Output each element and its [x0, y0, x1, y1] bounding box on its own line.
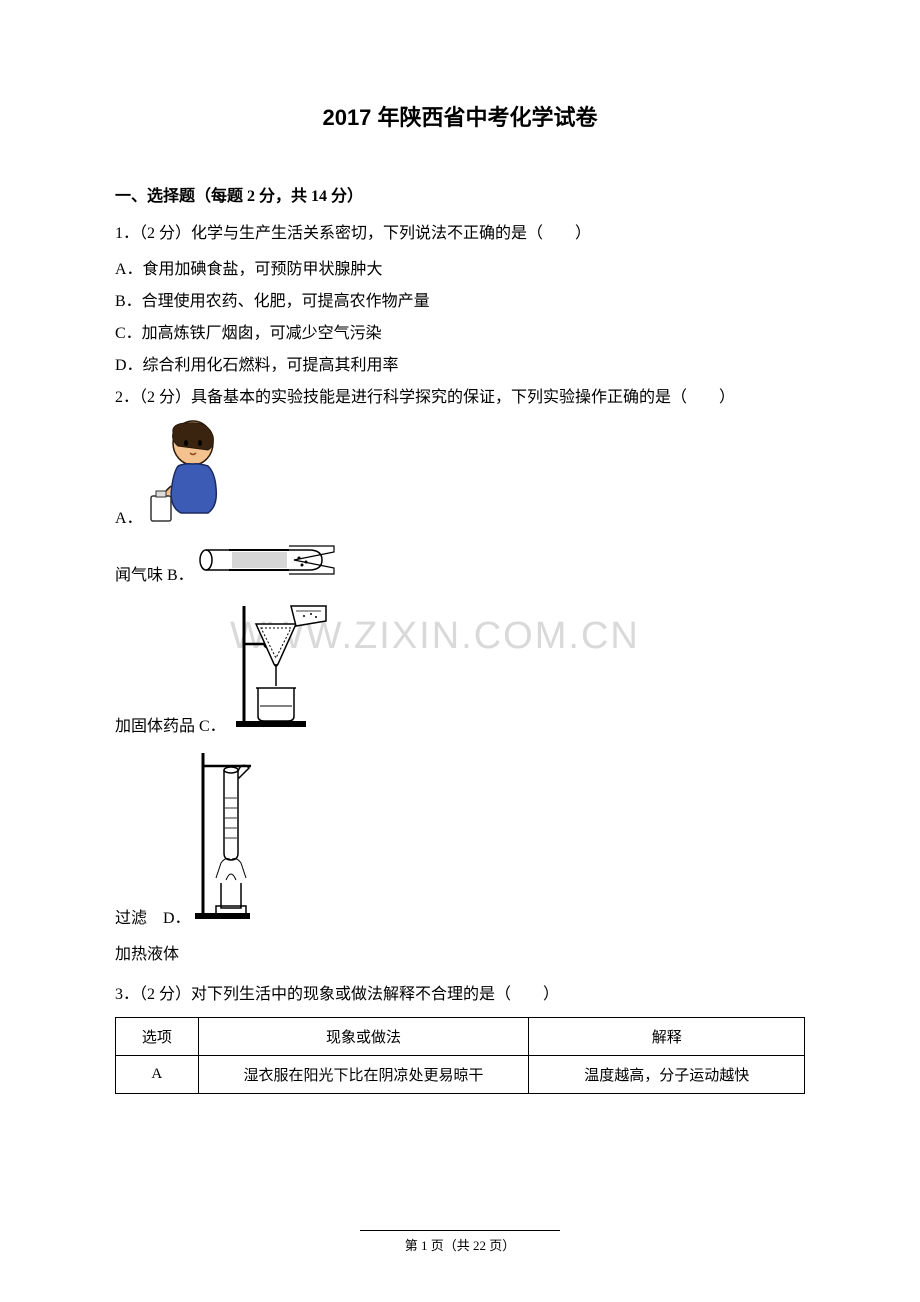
- page-number: 第 1 页（共 22 页）: [405, 1238, 516, 1253]
- cell-a: A: [116, 1056, 199, 1094]
- q2-option-d-row: 过滤 D．: [115, 748, 805, 932]
- q1-option-a: A．食用加碘食盐，可预防甲状腺肿大: [115, 254, 805, 286]
- footer-line: [360, 1230, 560, 1231]
- q2-stem: 2．（2 分）具备基本的实验技能是进行科学探究的保证，下列实验操作正确的是（ ）: [115, 382, 805, 414]
- table-row: A 湿衣服在阳光下比在阴凉处更易晾干 温度越高，分子运动越快: [116, 1056, 805, 1094]
- cell-phenom-a: 湿衣服在阳光下比在阴凉处更易晾干: [198, 1056, 529, 1094]
- q2-b-label: 闻气味 B．: [115, 563, 194, 589]
- smell-image: [143, 418, 238, 532]
- q2-option-b-row: 闻气味 B．: [115, 540, 805, 589]
- q2-c-label: 加固体药品 C．: [115, 714, 226, 740]
- section-header: 一、选择题（每题 2 分，共 14 分）: [115, 182, 805, 206]
- table-header-row: 选项 现象或做法 解释: [116, 1018, 805, 1056]
- q1-option-c: C．加高炼铁厂烟囱，可减少空气污染: [115, 318, 805, 350]
- q2-a-label: A．: [115, 506, 143, 532]
- q2-option-a-row: A．: [115, 418, 805, 532]
- page-footer: 第 1 页（共 22 页）: [0, 1230, 920, 1254]
- q1-option-d: D．综合利用化石燃料，可提高其利用率: [115, 350, 805, 382]
- q2-option-c-row: 加固体药品 C．: [115, 596, 805, 740]
- th-option: 选项: [116, 1018, 199, 1056]
- q3-stem: 3．（2 分）对下列生活中的现象或做法解释不合理的是（ ）: [115, 979, 805, 1011]
- q1-option-b: B．合理使用农药、化肥，可提高农作物产量: [115, 286, 805, 318]
- q2-d-label: 过滤 D．: [115, 906, 191, 932]
- heat-image: [191, 748, 276, 932]
- q1-stem: 1．（2 分）化学与生产生活关系密切，下列说法不正确的是（ ）: [115, 218, 805, 250]
- filter-image: [226, 596, 336, 740]
- q2-d-text: 加热液体: [115, 939, 805, 971]
- th-explanation: 解释: [529, 1018, 805, 1056]
- th-phenomenon: 现象或做法: [198, 1018, 529, 1056]
- tube-image: [194, 540, 339, 589]
- exam-title: 2017 年陕西省中考化学试卷: [115, 100, 805, 132]
- cell-explain-a: 温度越高，分子运动越快: [529, 1056, 805, 1094]
- q3-table: 选项 现象或做法 解释 A 湿衣服在阳光下比在阴凉处更易晾干 温度越高，分子运动…: [115, 1017, 805, 1094]
